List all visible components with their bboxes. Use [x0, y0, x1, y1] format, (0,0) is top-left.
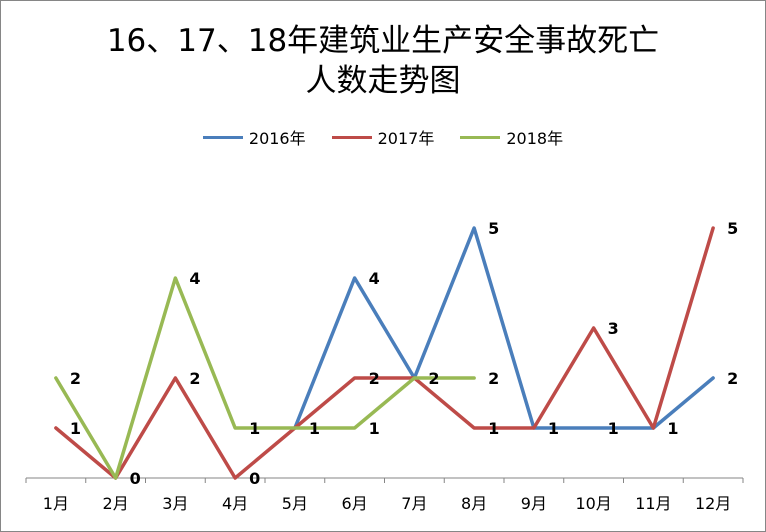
- data-label: 2: [428, 369, 439, 388]
- data-label: 1: [309, 419, 320, 438]
- legend-item-2018: 2018年: [460, 125, 563, 149]
- x-tick-label: 10月: [575, 494, 611, 513]
- chart-title-line-1: 16、17、18年建筑业生产安全事故死亡: [106, 23, 660, 59]
- x-tick-label: 4月: [222, 494, 248, 513]
- series-line-2018年: [54, 276, 476, 480]
- x-tick-label: 6月: [342, 494, 368, 513]
- data-label: 1: [608, 419, 619, 438]
- x-tick-label: 3月: [162, 494, 188, 513]
- legend-item-2017: 2017年: [331, 125, 435, 149]
- data-label: 4: [189, 269, 200, 288]
- x-tick-label: 1月: [43, 494, 69, 513]
- x-tick-label: 7月: [401, 494, 427, 513]
- data-label: 1: [488, 419, 499, 438]
- data-label: 5: [488, 219, 499, 238]
- data-label: 3: [608, 319, 619, 338]
- chart-legend: 2016年 2017年 2018年: [1, 125, 765, 149]
- data-label: 0: [130, 469, 141, 488]
- legend-label-2016: 2016年: [248, 129, 306, 148]
- data-label: 4: [369, 269, 380, 288]
- x-tick-label: 11月: [635, 494, 671, 513]
- x-tick-label: 12月: [695, 494, 731, 513]
- legend-label-2017: 2017年: [377, 129, 435, 148]
- x-tick-label: 5月: [282, 494, 308, 513]
- data-label: 2: [189, 369, 200, 388]
- legend-swatch-2017: [331, 135, 372, 139]
- data-label: 2: [70, 369, 81, 388]
- x-tick-label: 2月: [103, 494, 129, 513]
- x-tick-label: 9月: [521, 494, 547, 513]
- x-tick-label: 8月: [461, 494, 487, 513]
- data-label: 2: [727, 369, 738, 388]
- data-label: 1: [548, 419, 559, 438]
- data-label: 1: [70, 419, 81, 438]
- data-label: 2: [488, 369, 499, 388]
- legend-swatch-2018: [460, 135, 501, 139]
- data-label: 2: [369, 369, 380, 388]
- data-label: 0: [249, 469, 260, 488]
- legend-label-2018: 2018年: [506, 129, 564, 148]
- legend-swatch-2016: [202, 135, 243, 139]
- data-label: 1: [369, 419, 380, 438]
- chart-title-line-2: 人数走势图: [305, 63, 461, 99]
- data-label: 5: [727, 219, 738, 238]
- series-line-2016年: [293, 226, 715, 430]
- chart-title: 16、17、18年建筑业生产安全事故死亡 人数走势图: [1, 21, 765, 101]
- data-label: 1: [667, 419, 678, 438]
- series-line-2017年: [54, 226, 715, 480]
- data-label: 1: [249, 419, 260, 438]
- legend-item-2016: 2016年: [202, 125, 306, 149]
